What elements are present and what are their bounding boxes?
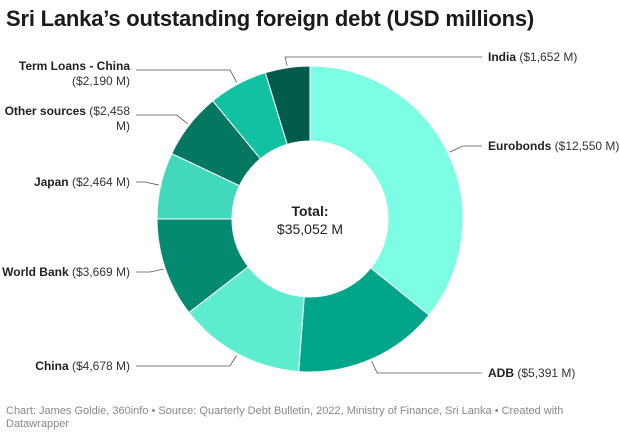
slice-eurobonds — [309, 65, 464, 316]
slice-label-adb: ADB ($5,391 M) — [488, 366, 575, 380]
leader-line-term-loans-china — [136, 69, 238, 83]
slice-group — [156, 65, 464, 373]
slice-label-world-bank: World Bank ($3,669 M) — [2, 265, 130, 279]
slice-india — [264, 65, 311, 146]
slice-label-india: India ($1,652 M) — [488, 50, 577, 64]
leader-line-adb — [371, 361, 482, 374]
leader-line-japan — [136, 181, 159, 186]
slice-label-japan: Japan ($2,464 M) — [34, 175, 130, 189]
leader-line-world-bank — [136, 268, 164, 273]
leader-line-group — [136, 56, 482, 374]
slice-label-eurobonds: Eurobonds ($12,550 M) — [488, 139, 619, 153]
leader-line-other-sources — [136, 114, 188, 125]
center-total-value: $35,052 M — [277, 221, 343, 237]
slice-label-term-loans-china: Term Loans - China ($2,190 M) — [19, 59, 130, 88]
leader-line-china — [136, 355, 237, 367]
leader-line-eurobonds — [449, 145, 482, 153]
slice-label-china: China ($4,678 M) — [35, 359, 130, 373]
slice-label-group: Eurobonds ($12,550 M) ADB ($5,391 M) China… — [2, 50, 619, 380]
center-total-title: Total: — [291, 203, 328, 219]
slice-label-other-sources: Other sources ($2,458 M) — [5, 104, 131, 133]
chart-footer: Chart: James Goldie, 360info • Source: Q… — [6, 405, 564, 430]
chart-title: Sri Lanka’s outstanding foreign debt (US… — [6, 6, 535, 31]
leader-line-india — [284, 56, 482, 66]
